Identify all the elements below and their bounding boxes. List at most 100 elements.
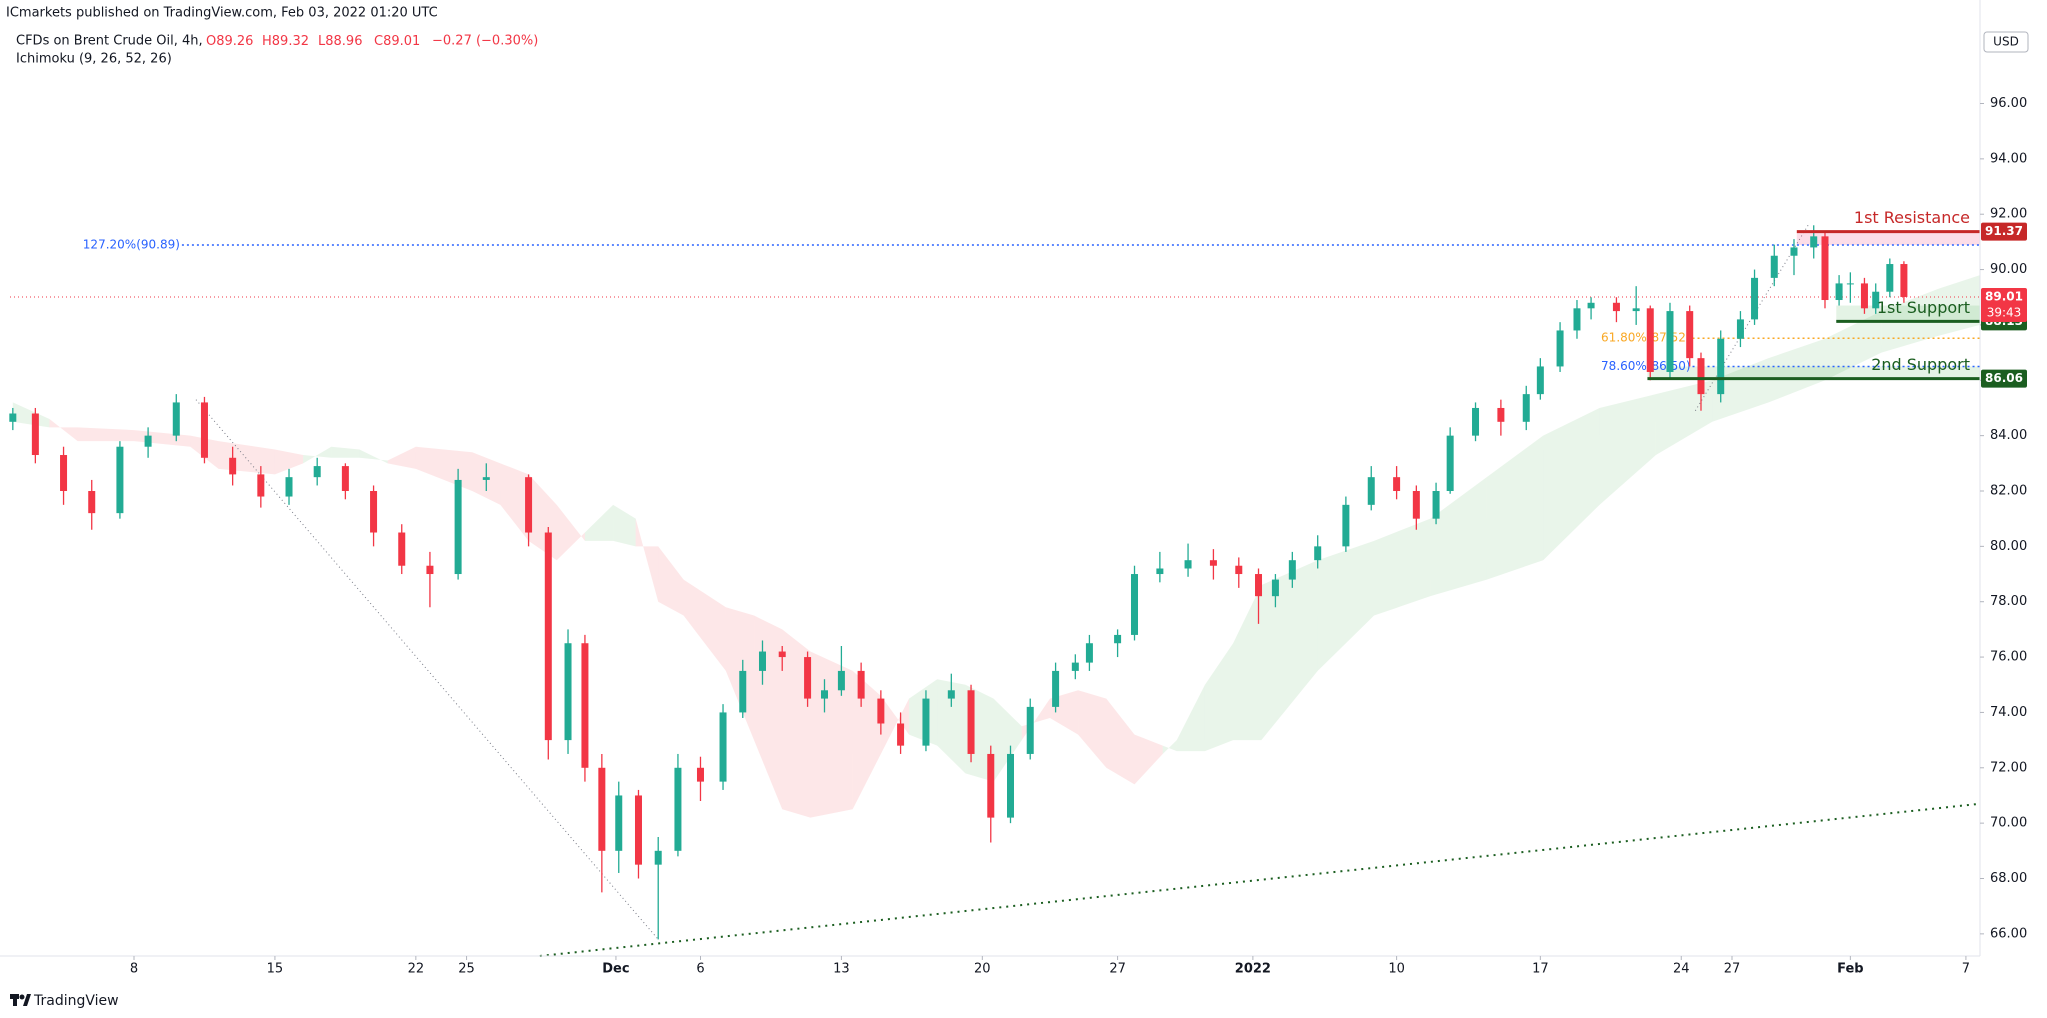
x-tick-label: 25: [458, 962, 475, 977]
candle-body: [341, 466, 349, 491]
plot-area: 127.20%(90.89) 61.80%(87.52) 78.60%(86.50)…: [9, 208, 1981, 957]
cloud-segment: [937, 679, 966, 774]
x-tick-label: 15: [267, 962, 284, 977]
candle-body: [1587, 302, 1595, 309]
cloud-segment: [852, 670, 881, 810]
candle-body: [1810, 236, 1818, 248]
cloud-segment: [683, 579, 726, 671]
cloud-segment: [500, 463, 529, 541]
candle-body: [398, 532, 406, 566]
cloud-segment: [1233, 585, 1262, 741]
candle-body: [1886, 264, 1894, 292]
ohlc-value: 89.32: [272, 34, 309, 49]
x-tick-label: 27: [1724, 962, 1741, 977]
y-tick-label: 72.00: [1990, 760, 2027, 775]
change: −0.27 (−0.30%): [432, 34, 538, 49]
x-tick-label: 24: [1673, 962, 1690, 977]
candle-body: [987, 753, 995, 818]
candle-body: [1209, 560, 1217, 566]
candle-body: [1367, 477, 1375, 505]
y-tick-label: 74.00: [1990, 705, 2027, 720]
level-tag: [1981, 222, 2027, 241]
candle-body: [1522, 394, 1530, 422]
candle-body: [1412, 491, 1420, 519]
candle-body: [9, 413, 17, 422]
cloud-segment: [49, 419, 78, 442]
y-tick-label: 92.00: [1990, 207, 2027, 222]
candle-body: [31, 413, 39, 456]
candle-body: [1432, 491, 1440, 519]
trendline: [195, 399, 659, 940]
candle-body: [1235, 565, 1243, 575]
cloud-segment: [77, 427, 135, 442]
price-tag: [1981, 287, 2027, 322]
y-tick-label: 66.00: [1990, 926, 2027, 941]
candle-body: [922, 698, 930, 746]
x-tick-label: 8: [130, 962, 138, 977]
y-tick-label: 68.00: [1990, 871, 2027, 886]
candle-body: [1472, 407, 1480, 436]
candle-body: [313, 466, 321, 478]
level-tag: [1981, 369, 2027, 388]
candle-body: [820, 690, 828, 699]
candle-body: [696, 767, 704, 782]
candle-body: [1393, 477, 1401, 491]
candle-body: [758, 651, 766, 671]
y-tick-label: 96.00: [1990, 96, 2027, 111]
candle-body: [1717, 338, 1725, 395]
ohlc-label: H: [262, 34, 272, 49]
candle-body: [1255, 574, 1263, 597]
cloud-segment: [993, 698, 1022, 782]
x-tick-label: Dec: [602, 962, 629, 977]
currency[interactable]: USD: [1993, 35, 2019, 49]
x-tick-label: 17: [1532, 962, 1549, 977]
cloud-segment: [1106, 698, 1135, 785]
ohlc-item: C89.01: [374, 34, 420, 49]
candle-body: [1342, 504, 1350, 547]
cloud-segment: [635, 518, 659, 602]
cloud-segment: [556, 504, 585, 561]
candle-body: [1131, 574, 1139, 635]
x-tick-label: 13: [833, 962, 850, 977]
indicator: Ichimoku (9, 26, 52, 26): [16, 52, 172, 67]
candle-body: [739, 670, 747, 713]
candle-body: [1288, 560, 1296, 580]
candle-body: [1156, 568, 1164, 575]
candle-body: [1697, 358, 1705, 395]
y-tick-label: 78.00: [1990, 594, 2027, 609]
candle-body: [564, 643, 572, 741]
ohlc-value: 89.26: [216, 34, 253, 49]
candle-body: [947, 690, 955, 699]
candle-body: [1872, 291, 1880, 309]
candle-body: [1026, 706, 1034, 754]
currency-box[interactable]: [1983, 31, 2029, 53]
candle-body: [1821, 236, 1829, 301]
level-label: 2nd Support: [1871, 355, 1970, 374]
y-tick-label: 82.00: [1990, 484, 2027, 499]
candle-body: [897, 723, 905, 746]
candle-body: [1736, 319, 1744, 339]
y-tick-label: 80.00: [1990, 539, 2027, 554]
y-tick-label: 94.00: [1990, 151, 2027, 166]
x-tick-label: 22: [408, 962, 425, 977]
candle-body: [1790, 247, 1798, 256]
y-tick-label: 70.00: [1990, 816, 2027, 831]
candle-body: [1860, 283, 1868, 309]
candle-body: [778, 651, 786, 658]
level-zone: [1647, 366, 1980, 379]
candle-body: [1071, 662, 1079, 671]
ohlc-item: L88.96: [318, 34, 362, 49]
candle-body: [88, 491, 96, 514]
cloud-segment: [359, 449, 388, 464]
candle-body: [229, 457, 237, 475]
candle-body: [1632, 308, 1640, 312]
ohlc-item: H89.32: [262, 34, 309, 49]
candle-body: [1556, 330, 1564, 367]
candle-body: [1835, 283, 1843, 301]
publisher: ICmarkets published on TradingView.com, …: [6, 6, 438, 21]
candle-body: [1114, 634, 1122, 644]
cloud-segment: [1599, 394, 1656, 505]
ohlc-item: O89.26: [206, 34, 253, 49]
cloud-segment: [1430, 477, 1487, 597]
cloud-segment: [303, 446, 332, 464]
